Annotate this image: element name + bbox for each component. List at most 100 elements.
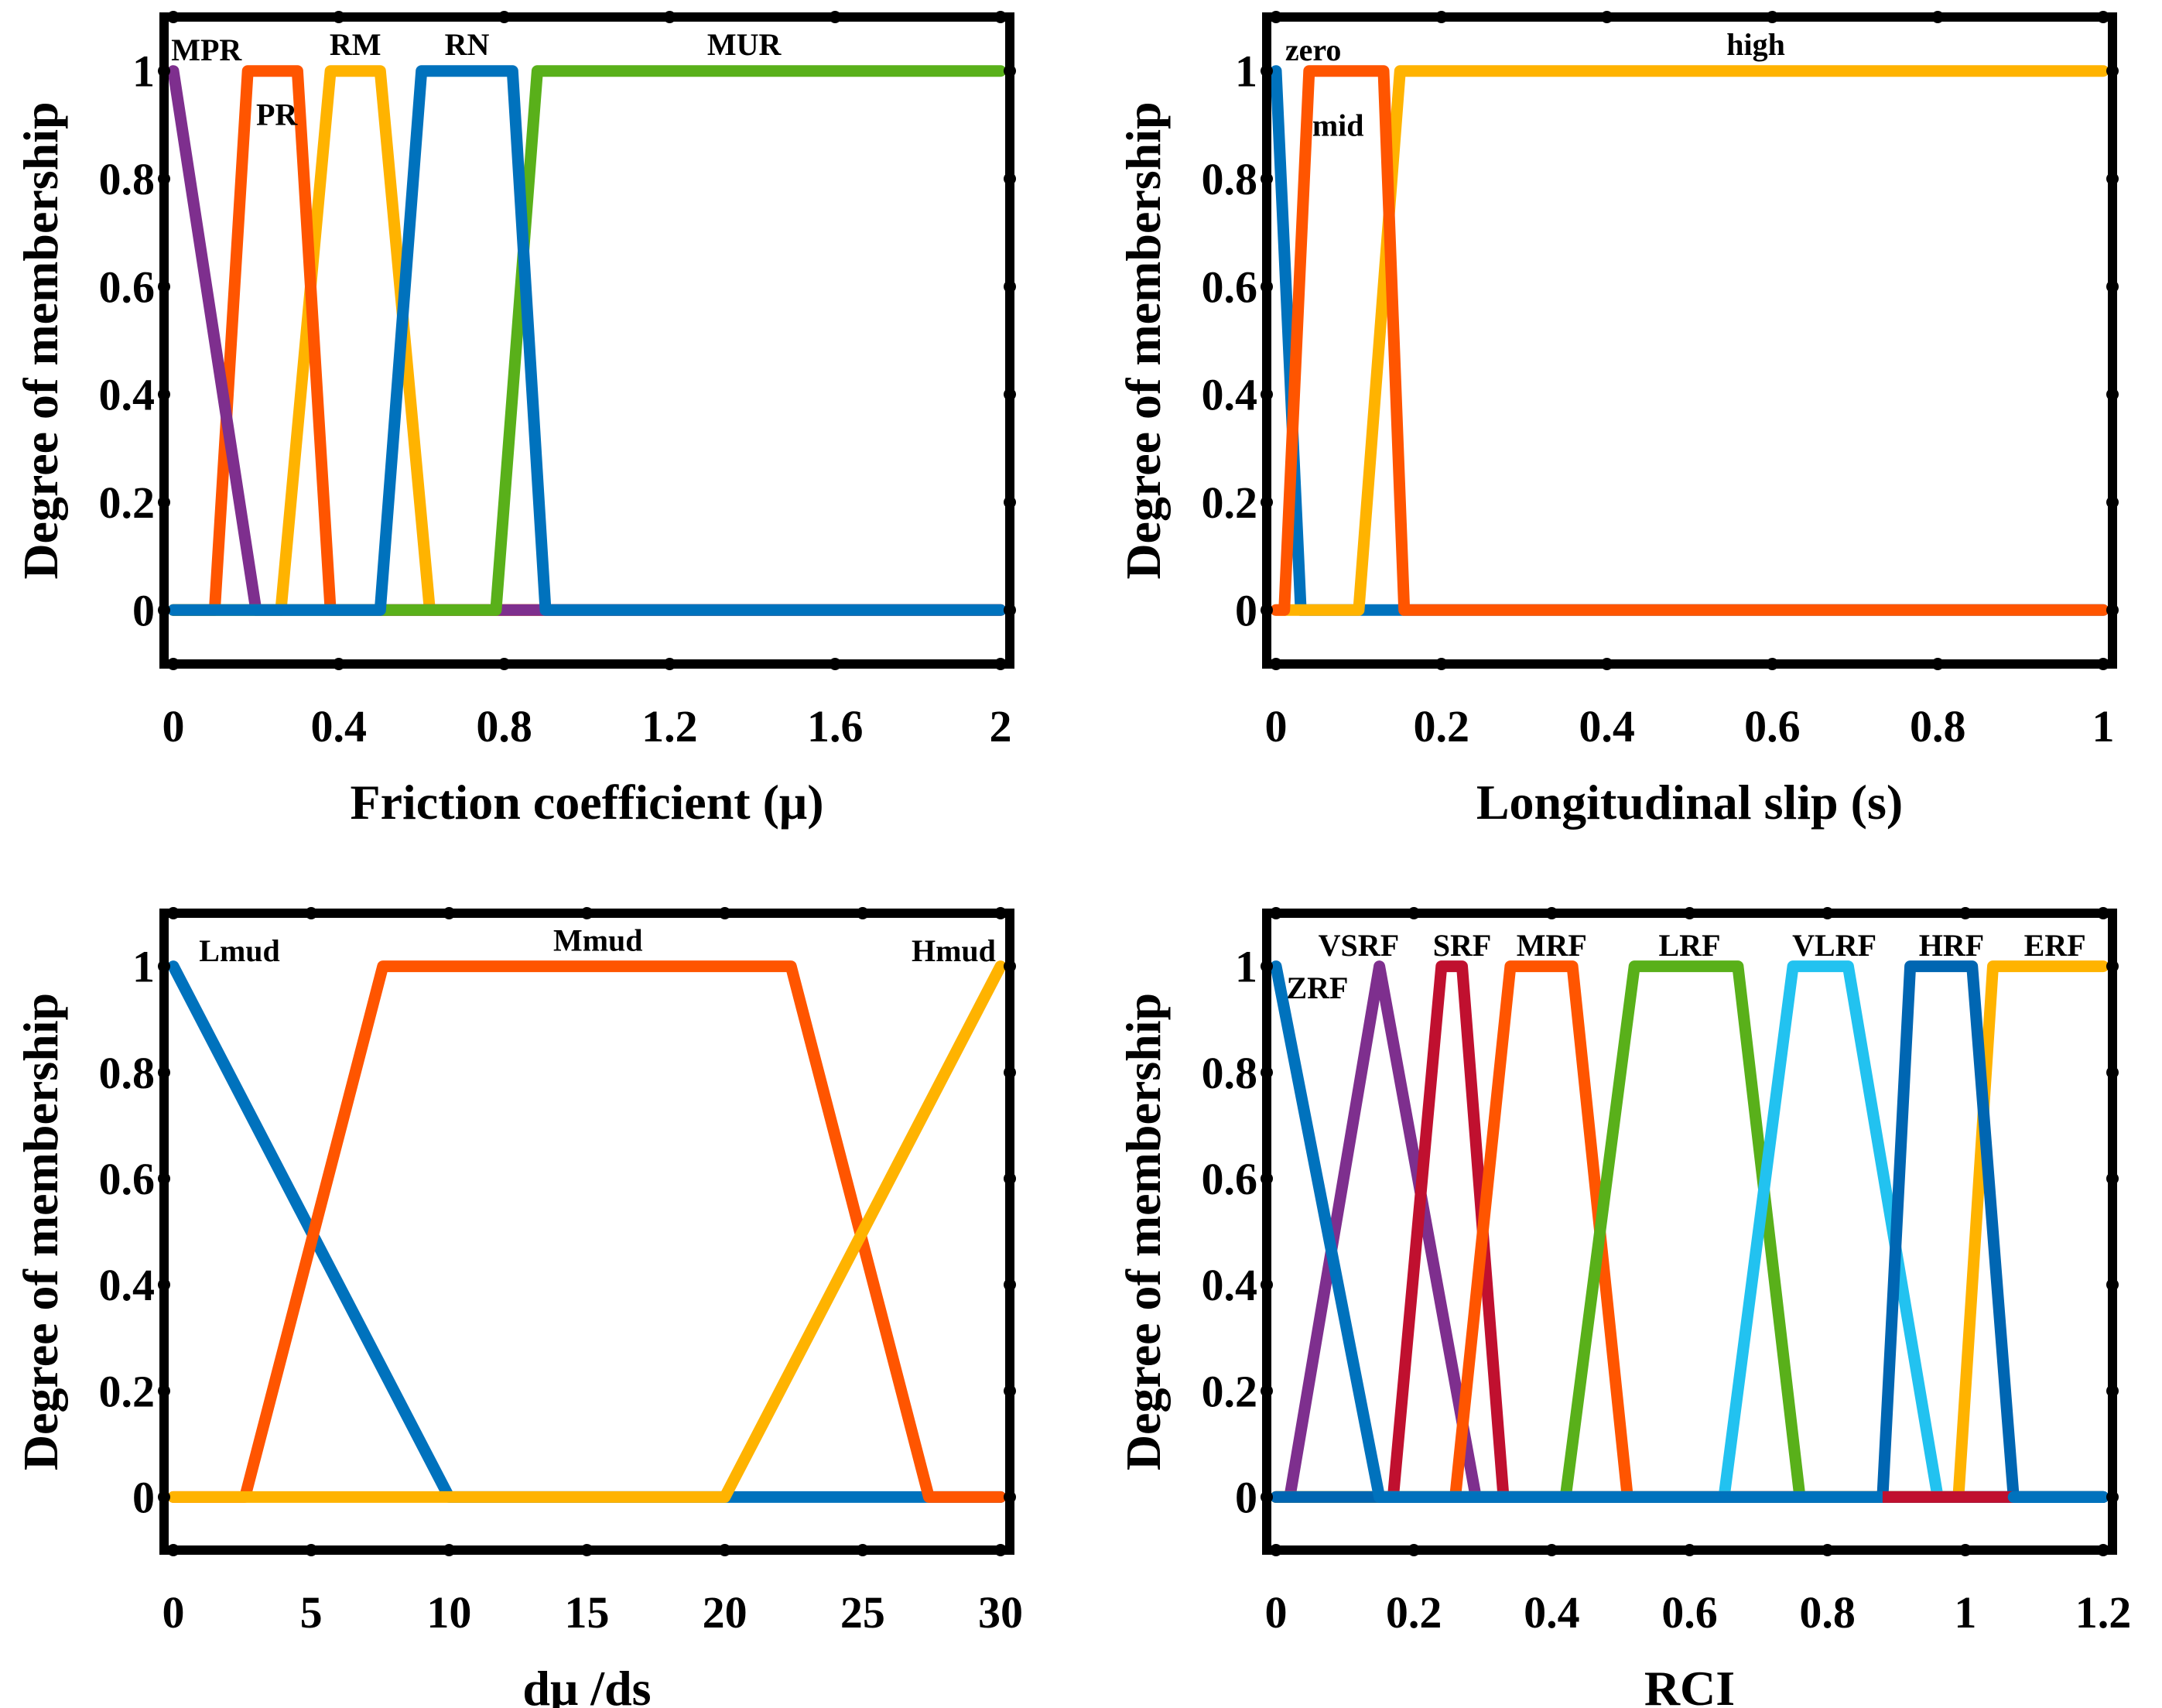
y-tick-left xyxy=(158,64,170,77)
x-tick-bottom xyxy=(1600,658,1613,670)
y-tick-label: 0.4 xyxy=(1202,370,1258,420)
x-tick-top xyxy=(443,907,456,919)
series-label-erf: ERF xyxy=(2024,928,2086,963)
x-axis-label: RCI xyxy=(1644,1661,1735,1708)
y-tick-right xyxy=(1004,173,1016,185)
x-tick-label: 10 xyxy=(426,1587,471,1638)
x-tick-bottom xyxy=(2097,658,2109,670)
x-tick-bottom xyxy=(1958,1544,1972,1556)
y-tick-right xyxy=(1004,388,1016,401)
x-tick-bottom xyxy=(994,1544,1007,1556)
x-tick-bottom xyxy=(167,1544,180,1556)
y-tick-right xyxy=(1004,1278,1016,1292)
x-tick-bottom xyxy=(167,658,180,670)
x-tick-top xyxy=(829,11,842,23)
x-tick-bottom xyxy=(332,658,345,670)
y-tick-left xyxy=(1261,1278,1273,1292)
series-label-mmud: Mmud xyxy=(553,922,643,957)
y-tick-label: 0.6 xyxy=(1202,262,1258,312)
series-label-mur: MUR xyxy=(707,27,782,62)
y-tick-label: 0.8 xyxy=(1202,1048,1258,1098)
y-tick-left xyxy=(1261,64,1273,77)
axes-frame xyxy=(159,909,1014,1555)
y-tick-right xyxy=(2106,1172,2119,1185)
x-tick-top xyxy=(1545,907,1558,919)
x-tick-label: 0.8 xyxy=(1799,1587,1856,1638)
y-tick-label: 0.8 xyxy=(99,1048,156,1098)
y-tick-left xyxy=(158,604,170,617)
x-tick-bottom xyxy=(1931,658,1945,670)
y-tick-label: 1 xyxy=(132,942,155,992)
x-tick-top xyxy=(663,11,676,23)
series-line-zrf xyxy=(1270,960,2109,1503)
y-tick-left xyxy=(1261,960,1273,973)
x-tick-bottom xyxy=(1683,1544,1696,1556)
x-tick-top xyxy=(1270,907,1282,919)
series-label-vsrf: VSRF xyxy=(1319,928,1399,963)
y-tick-right xyxy=(2106,960,2119,973)
y-tick-label: 0 xyxy=(1235,585,1257,635)
series-label-hmud: Hmud xyxy=(912,933,996,968)
y-tick-label: 0.8 xyxy=(99,154,156,204)
x-axis-label: dμ /ds xyxy=(522,1661,651,1708)
x-tick-label: 1 xyxy=(2092,701,2115,751)
x-tick-top xyxy=(2097,907,2109,919)
series-label-vlrf: VLRF xyxy=(1792,928,1876,963)
x-tick-label: 0.8 xyxy=(1910,701,1966,751)
x-tick-top xyxy=(1435,11,1448,23)
y-tick-right xyxy=(2106,1385,2119,1398)
x-tick-top xyxy=(1766,11,1779,23)
series-line-mmud xyxy=(167,960,1007,1503)
y-tick-label: 1 xyxy=(1235,942,1257,992)
x-tick-label: 0.2 xyxy=(1386,1587,1442,1638)
x-tick-label: 0 xyxy=(162,701,185,751)
y-tick-label: 0 xyxy=(132,1472,155,1522)
y-tick-label: 0.2 xyxy=(99,477,156,528)
x-tick-top xyxy=(1931,11,1945,23)
x-tick-top xyxy=(332,11,345,23)
y-tick-left xyxy=(1261,1491,1273,1504)
y-tick-label: 0.4 xyxy=(99,370,156,420)
x-tick-bottom xyxy=(580,1544,594,1556)
y-tick-right xyxy=(2106,1278,2119,1292)
series-label-high: high xyxy=(1726,27,1785,62)
x-tick-bottom xyxy=(1270,1544,1282,1556)
series-label-rn: RN xyxy=(445,27,490,62)
x-tick-top xyxy=(856,907,869,919)
x-tick-label: 1.2 xyxy=(2075,1587,2132,1638)
axes-frame xyxy=(159,12,1014,669)
y-tick-right xyxy=(2106,64,2119,77)
x-tick-top xyxy=(1821,907,1834,919)
series-label-zrf: ZRF xyxy=(1286,970,1348,1005)
series-label-pr: PR xyxy=(256,97,298,132)
y-tick-right xyxy=(1004,64,1016,77)
y-tick-left xyxy=(158,280,170,293)
x-tick-label: 30 xyxy=(978,1587,1023,1638)
x-tick-top xyxy=(167,907,180,919)
y-tick-left xyxy=(1261,1385,1273,1398)
y-tick-right xyxy=(1004,496,1016,508)
y-tick-right xyxy=(2106,280,2119,293)
y-tick-right xyxy=(1004,1491,1016,1504)
chart-rci: 0 0.2 0.4 0.6 0.8 1 1.2 0 0.2 0.4 0.6 0.8 1 ZRF VSRF SR… xyxy=(1116,907,2131,1708)
series-line-lmud xyxy=(167,960,1007,1503)
x-tick-bottom xyxy=(1435,658,1448,670)
x-tick-label: 0.6 xyxy=(1661,1587,1718,1638)
chart-friction-coefficient: 0 0.4 0.8 1.2 1.6 2 0 0.2 0.4 0.6 0.8 1 MPR PR RM RN MUR… xyxy=(13,11,1016,830)
y-tick-label: 0.6 xyxy=(99,262,156,312)
x-tick-top xyxy=(994,11,1007,23)
series-line-pr xyxy=(167,65,1007,616)
chart-longitudinal-slip: 0 0.2 0.4 0.6 0.8 1 0 0.2 0.4 0.6 0.8 1 zero mid high L… xyxy=(1116,11,2119,830)
x-tick-label: 0.2 xyxy=(1414,701,1470,751)
x-axis-label: Longitudinal slip (s) xyxy=(1476,775,1903,830)
x-tick-label: 0.4 xyxy=(1579,701,1635,751)
y-tick-right xyxy=(1004,1385,1016,1398)
x-tick-label: 0 xyxy=(1265,701,1288,751)
x-tick-label: 2 xyxy=(990,701,1012,751)
x-tick-top xyxy=(718,907,731,919)
x-tick-label: 15 xyxy=(565,1587,610,1638)
x-tick-bottom xyxy=(1821,1544,1834,1556)
y-tick-right xyxy=(1004,1066,1016,1079)
y-tick-right xyxy=(2106,604,2119,617)
y-axis-label: Degree of membership xyxy=(1116,101,1171,579)
